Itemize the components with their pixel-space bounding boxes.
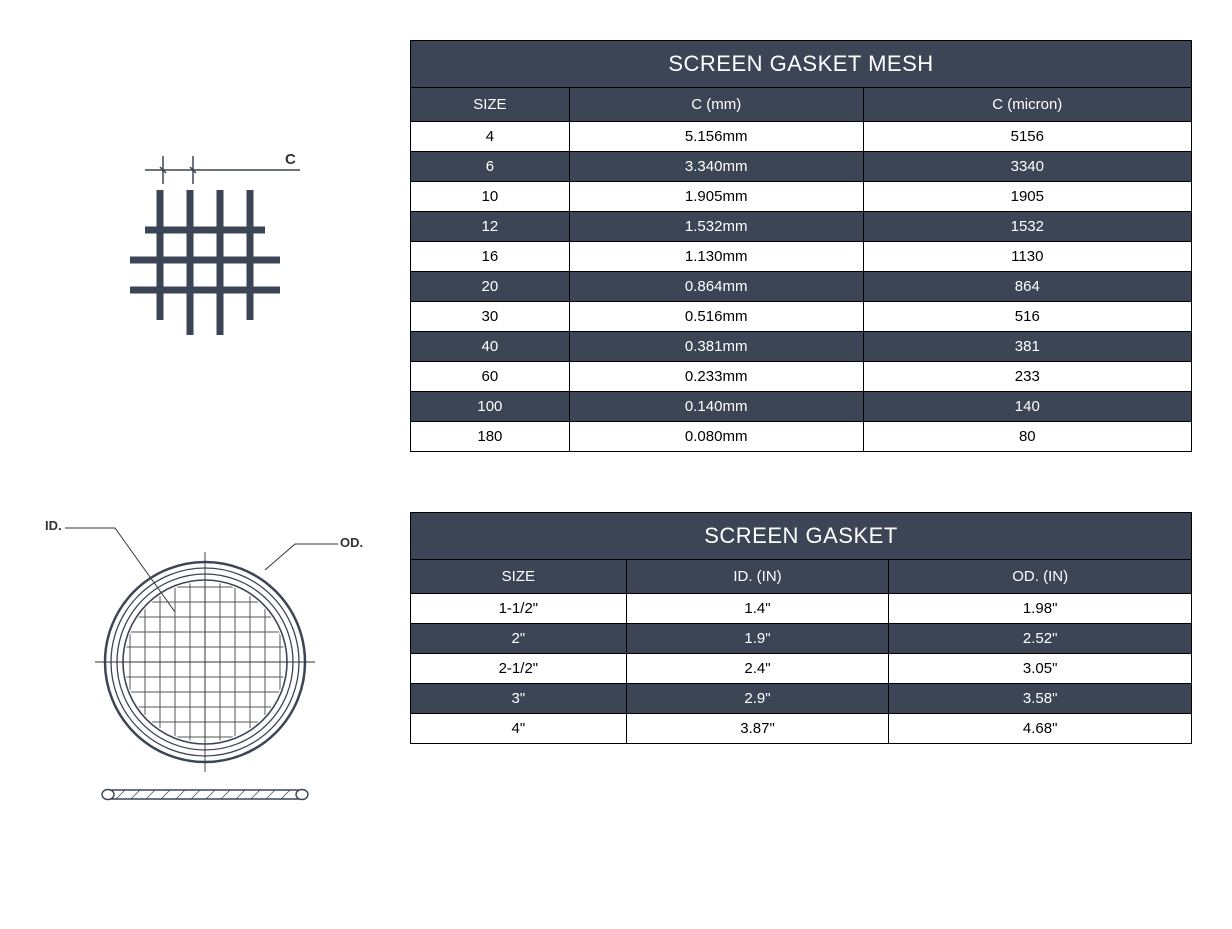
gasket-col-od: OD. (IN) bbox=[889, 560, 1192, 594]
diagram-gasket-container: ID. OD. bbox=[40, 512, 370, 812]
table-row: 400.381mm381 bbox=[411, 332, 1192, 362]
mesh-col-cmm: C (mm) bbox=[569, 88, 863, 122]
table-row: 600.233mm233 bbox=[411, 362, 1192, 392]
mesh-table-container: SCREEN GASKET MESH SIZE C (mm) C (micron… bbox=[410, 40, 1192, 452]
mesh-c-label: C bbox=[285, 151, 296, 168]
mesh-table-header-row: SIZE C (mm) C (micron) bbox=[411, 88, 1192, 122]
table-row: 200.864mm864 bbox=[411, 272, 1192, 302]
table-row: 161.130mm1130 bbox=[411, 242, 1192, 272]
section-mesh: C bbox=[40, 40, 1192, 452]
table-row: 1000.140mm140 bbox=[411, 392, 1192, 422]
table-row: 121.532mm1532 bbox=[411, 212, 1192, 242]
gasket-od-label: OD. bbox=[340, 535, 363, 550]
table-row: 63.340mm3340 bbox=[411, 152, 1192, 182]
gasket-col-size: SIZE bbox=[411, 560, 627, 594]
gasket-table: SCREEN GASKET SIZE ID. (IN) OD. (IN) 1-1… bbox=[410, 512, 1192, 744]
mesh-col-size: SIZE bbox=[411, 88, 570, 122]
gasket-table-title-row: SCREEN GASKET bbox=[411, 513, 1192, 560]
mesh-col-micron: C (micron) bbox=[863, 88, 1191, 122]
gasket-diagram-icon: ID. OD. bbox=[40, 512, 370, 812]
table-row: 4"3.87"4.68" bbox=[411, 714, 1192, 744]
diagram-mesh-container: C bbox=[40, 40, 370, 340]
gasket-table-title: SCREEN GASKET bbox=[411, 513, 1192, 560]
page: C bbox=[40, 40, 1192, 812]
table-row: 300.516mm516 bbox=[411, 302, 1192, 332]
table-row: 1800.080mm80 bbox=[411, 422, 1192, 452]
table-row: 1-1/2"1.4"1.98" bbox=[411, 594, 1192, 624]
gasket-col-id: ID. (IN) bbox=[626, 560, 889, 594]
mesh-diagram-icon: C bbox=[90, 150, 320, 340]
table-row: 45.156mm5156 bbox=[411, 122, 1192, 152]
table-row: 3"2.9"3.58" bbox=[411, 684, 1192, 714]
gasket-table-container: SCREEN GASKET SIZE ID. (IN) OD. (IN) 1-1… bbox=[410, 512, 1192, 744]
mesh-table-title: SCREEN GASKET MESH bbox=[411, 41, 1192, 88]
table-row: 2"1.9"2.52" bbox=[411, 624, 1192, 654]
gasket-id-label: ID. bbox=[45, 518, 62, 533]
mesh-table: SCREEN GASKET MESH SIZE C (mm) C (micron… bbox=[410, 40, 1192, 452]
gasket-table-header-row: SIZE ID. (IN) OD. (IN) bbox=[411, 560, 1192, 594]
table-row: 2-1/2"2.4"3.05" bbox=[411, 654, 1192, 684]
mesh-table-title-row: SCREEN GASKET MESH bbox=[411, 41, 1192, 88]
table-row: 101.905mm1905 bbox=[411, 182, 1192, 212]
section-gasket: ID. OD. bbox=[40, 512, 1192, 812]
